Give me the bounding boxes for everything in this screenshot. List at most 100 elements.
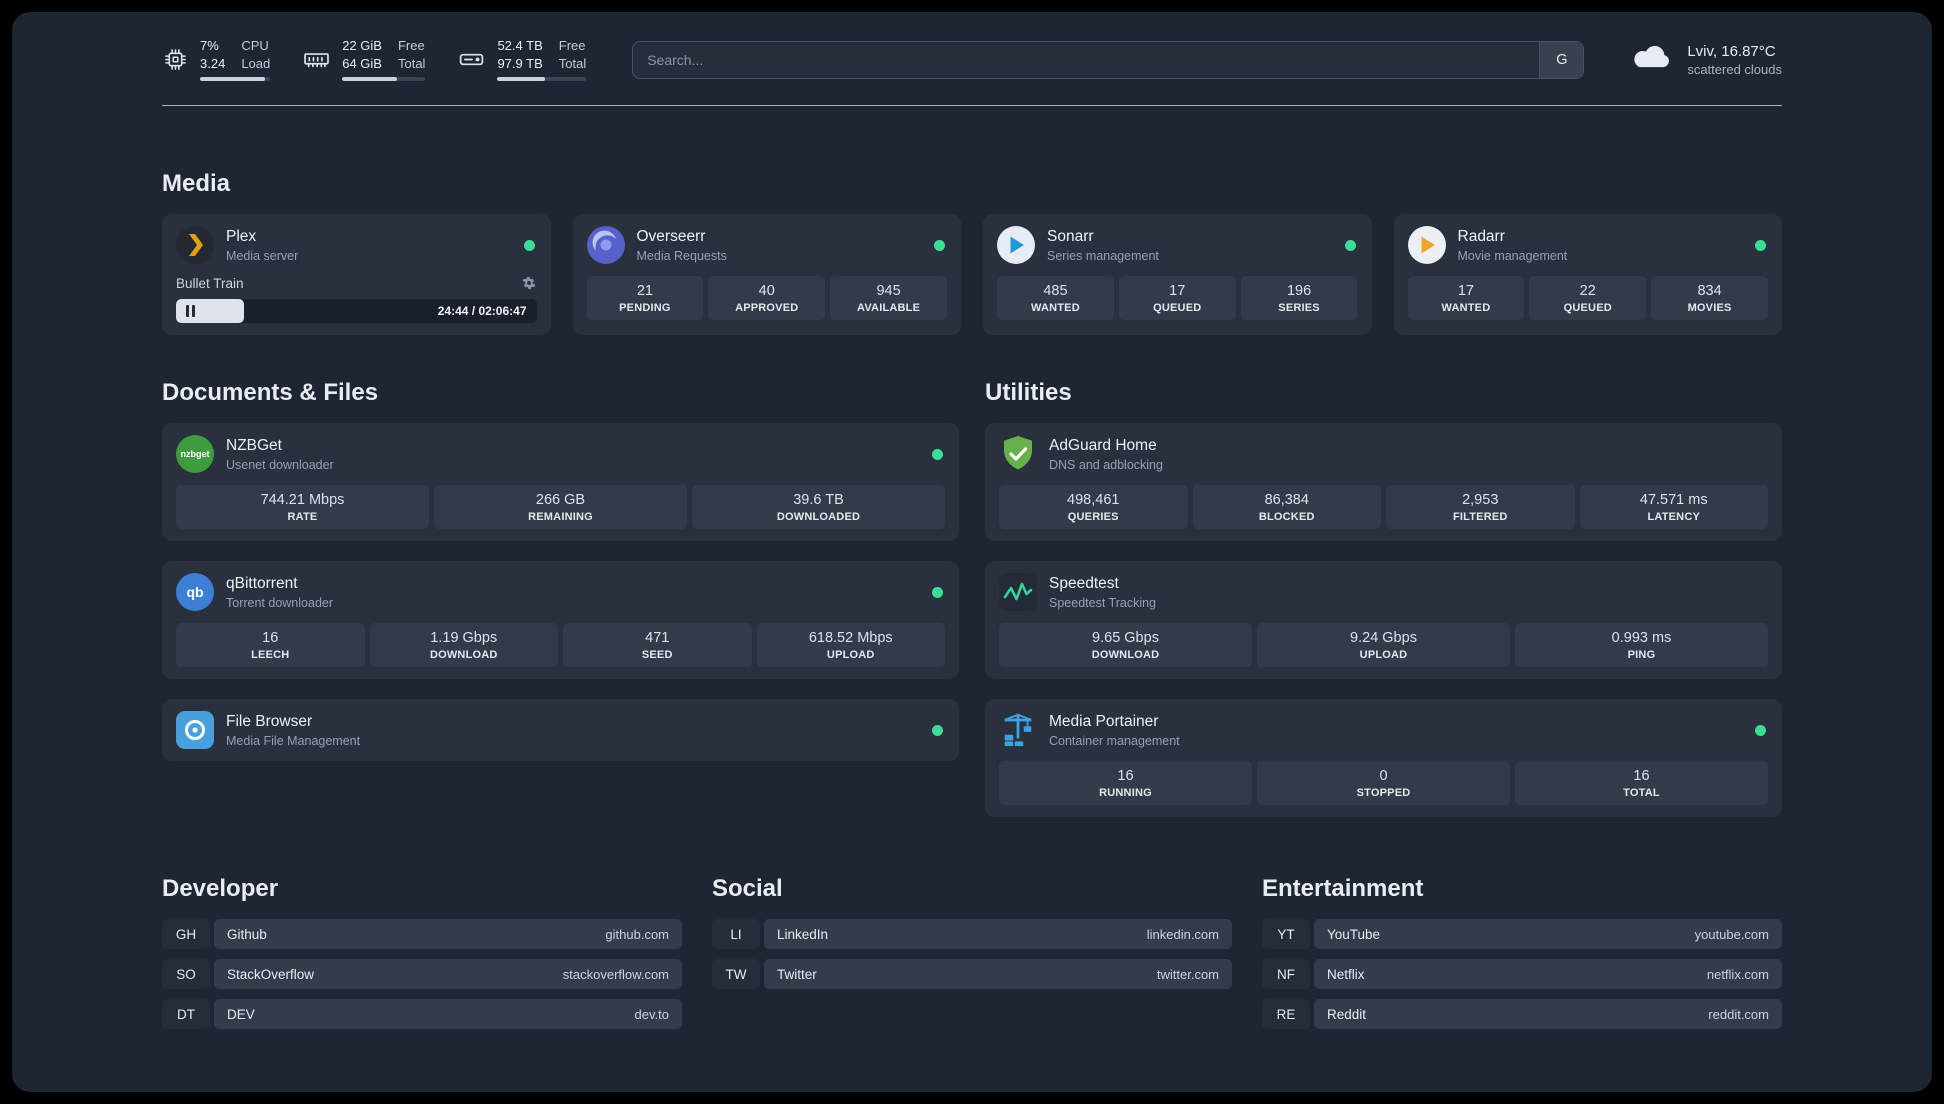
service-name: qBittorrent — [226, 574, 298, 592]
adguard-icon — [999, 435, 1037, 473]
sonarr-icon — [997, 226, 1035, 265]
stat-leech: 16 LEECH — [176, 623, 365, 668]
bookmark-abbr: YT — [1262, 919, 1310, 950]
stat-seed: 471 SEED — [563, 623, 752, 668]
radarr-icon — [1407, 226, 1446, 265]
status-dot — [932, 448, 943, 460]
bookmark-dev[interactable]: DT DEV dev.to — [162, 999, 682, 1030]
stat-remaining: 266 GB REMAINING — [434, 485, 687, 530]
disk-icon — [457, 45, 486, 74]
bookmark-linkedin[interactable]: LI LinkedIn linkedin.com — [712, 919, 1232, 950]
service-card-radarr[interactable]: Radarr Movie management 17 WANTED 22 QUE… — [1393, 214, 1782, 336]
ram-label-top: Free — [397, 38, 425, 53]
stat-filtered: 2,953 FILTERED — [1386, 485, 1575, 530]
ram-total: 64 GiB — [342, 55, 382, 71]
bookmark-twitter[interactable]: TW Twitter twitter.com — [712, 959, 1232, 990]
stat-available: 945 AVAILABLE — [830, 276, 947, 321]
service-card-overseerr[interactable]: Overseerr Media Requests 21 PENDING 40 A… — [572, 214, 961, 336]
weather-location: Lviv, 16.87°C — [1687, 42, 1776, 60]
cpu-percent: 7% — [200, 38, 219, 53]
stat-wanted: 485 WANTED — [997, 276, 1114, 321]
bookmark-abbr: DT — [162, 999, 210, 1030]
bookmark-youtube[interactable]: YT YouTube youtube.com — [1262, 919, 1782, 950]
stat-approved: 40 APPROVED — [708, 276, 826, 321]
service-card-speedtest[interactable]: Speedtest Speedtest Tracking 9.65 Gbps D… — [985, 561, 1782, 680]
bookmark-stackoverflow[interactable]: SO StackOverflow stackoverflow.com — [162, 959, 682, 990]
stat-ping: 0.993 ms PING — [1515, 623, 1768, 668]
bookmark-abbr: LI — [712, 919, 760, 950]
bookmark-url: github.com — [605, 926, 669, 942]
portainer-icon — [999, 711, 1037, 749]
search-input[interactable] — [633, 41, 1540, 78]
bookmark-group-social: Social LI LinkedIn linkedin.com TW Twitt… — [712, 875, 1232, 1029]
disk-metric: 52.4 TB 97.9 TB Free Total — [457, 38, 587, 82]
service-card-sonarr[interactable]: Sonarr Series management 485 WANTED 17 Q… — [983, 214, 1372, 336]
service-subtitle: Media File Management — [226, 733, 361, 748]
stat-queries: 498,461 QUERIES — [999, 485, 1188, 530]
cloud-icon — [1630, 42, 1674, 78]
qbittorrent-icon: qb — [176, 573, 214, 612]
bookmarks-area: Developer GH Github github.com SO StackO… — [162, 875, 1782, 1030]
service-subtitle: Usenet downloader — [226, 457, 334, 472]
service-subtitle: Container management — [1049, 733, 1180, 748]
section-documents: Documents & Files nzbget NZBGet Usenet d… — [162, 379, 959, 817]
disk-bar — [497, 77, 587, 82]
service-card-plex[interactable]: Plex Media server Bullet Train — [162, 214, 551, 336]
bookmark-github[interactable]: GH Github github.com — [162, 919, 682, 950]
status-dot — [1344, 239, 1356, 251]
search-bar: G — [632, 40, 1585, 79]
service-subtitle: DNS and adblocking — [1049, 457, 1163, 472]
bookmark-url: linkedin.com — [1146, 926, 1219, 942]
bookmark-reddit[interactable]: RE Reddit reddit.com — [1262, 999, 1782, 1030]
ram-label-bottom: Total — [397, 55, 426, 71]
section-title-media: Media — [162, 170, 231, 198]
gear-icon[interactable] — [521, 275, 537, 291]
cpu-bar — [200, 77, 271, 82]
service-subtitle: Media server — [226, 248, 299, 263]
section-title-entertainment: Entertainment — [1262, 875, 1424, 903]
service-name: AdGuard Home — [1049, 436, 1157, 454]
service-card-filebrowser[interactable]: File Browser Media File Management — [162, 699, 959, 762]
disk-total: 97.9 TB — [497, 55, 543, 71]
service-card-nzbget[interactable]: nzbget NZBGet Usenet downloader 744.21 M… — [162, 423, 959, 542]
plex-icon — [176, 226, 214, 265]
cpu-metric: 7% 3.24 CPU Load — [162, 38, 271, 82]
status-dot — [932, 724, 943, 736]
cpu-load: 3.24 — [200, 55, 226, 71]
service-name: Speedtest — [1049, 574, 1119, 592]
search-engine-button[interactable]: G — [1539, 41, 1584, 78]
service-card-portainer[interactable]: Media Portainer Container management 16 … — [985, 699, 1782, 818]
status-dot — [934, 239, 945, 251]
service-card-qbittorrent[interactable]: qb qBittorrent Torrent downloader 16 LEE… — [162, 561, 959, 680]
bookmark-name: Github — [227, 926, 267, 942]
now-playing-title: Bullet Train — [176, 275, 244, 291]
stat-pending: 21 PENDING — [586, 276, 704, 321]
service-name: Sonarr — [1047, 227, 1094, 245]
stat-queued: 17 QUEUED — [1118, 276, 1236, 321]
bookmark-name: LinkedIn — [777, 926, 829, 942]
bookmark-group-developer: Developer GH Github github.com SO StackO… — [162, 875, 682, 1030]
service-name: File Browser — [226, 712, 313, 730]
playback-time: 24:44 / 02:06:47 — [437, 304, 527, 319]
stat-blocked: 86,384 BLOCKED — [1192, 485, 1381, 530]
service-name: Radarr — [1457, 227, 1505, 245]
section-media: Media Plex Media server — [162, 170, 1782, 336]
pause-icon[interactable] — [186, 305, 195, 318]
bookmark-url: dev.to — [634, 1006, 669, 1022]
stat-downloaded: 39.6 TB DOWNLOADED — [692, 485, 945, 530]
bookmark-netflix[interactable]: NF Netflix netflix.com — [1262, 959, 1782, 990]
stat-running: 16 RUNNING — [999, 761, 1252, 806]
service-card-adguard[interactable]: AdGuard Home DNS and adblocking 498,461 … — [985, 423, 1782, 542]
stat-stopped: 0 STOPPED — [1257, 761, 1510, 806]
ram-icon — [302, 45, 331, 74]
playback-progress-bar[interactable]: 24:44 / 02:06:47 — [176, 299, 537, 324]
cpu-icon — [162, 46, 189, 73]
bookmark-url: netflix.com — [1706, 966, 1769, 982]
bookmark-name: Reddit — [1327, 1006, 1367, 1022]
nzbget-icon: nzbget — [176, 435, 214, 474]
bookmark-abbr: SO — [162, 959, 210, 990]
weather-widget[interactable]: Lviv, 16.87°C scattered clouds — [1630, 42, 1782, 78]
weather-condition: scattered clouds — [1687, 61, 1782, 77]
cpu-label-top: CPU — [241, 38, 269, 53]
service-subtitle: Torrent downloader — [226, 595, 334, 610]
